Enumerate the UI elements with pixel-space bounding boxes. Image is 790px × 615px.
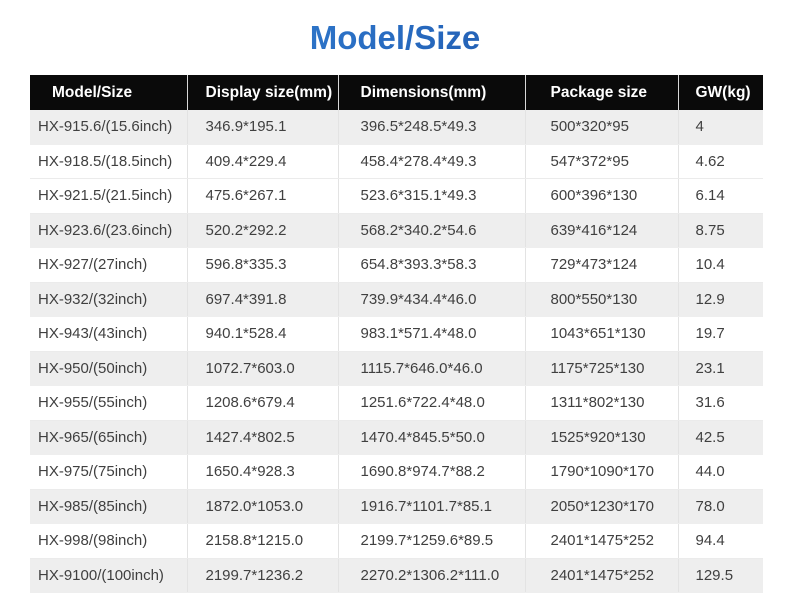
cell-display-size: 409.4*229.4 (186, 144, 338, 179)
cell-display-size: 2158.8*1215.0 (186, 523, 338, 559)
cell-model: HX-943/(43inch) (30, 316, 187, 352)
table-row: HX-998/(98inch) 2158.8*1215.0 2199.7*1259.… (30, 523, 763, 559)
cell-model: HX-955/(55inch) (30, 385, 187, 421)
cell-model: HX-918.5/(18.5inch) (30, 144, 187, 179)
cell-gw: 23.1 (677, 351, 763, 386)
cell-package-size: 800*550*130 (524, 282, 678, 317)
cell-model: HX-965/(65inch) (30, 420, 187, 455)
cell-dimensions: 1115.7*646.0*46.0 (337, 351, 525, 386)
page-title: Model/Size (0, 14, 790, 62)
cell-model: HX-9100/(100inch) (30, 558, 187, 593)
table-row: HX-932/(32inch) 697.4*391.8 739.9*434.4*46… (30, 282, 763, 317)
table-row: HX-950/(50inch) 1072.7*603.0 1115.7*646.0*… (30, 351, 763, 386)
cell-model: HX-950/(50inch) (30, 351, 187, 386)
cell-display-size: 1208.6*679.4 (186, 385, 338, 421)
table-row: HX-943/(43inch) 940.1*528.4 983.1*571.4*48… (30, 316, 763, 352)
column-header-display-size: Display size(mm) (186, 75, 338, 110)
table-row: HX-985/(85inch) 1872.0*1053.0 1916.7*1101.… (30, 489, 763, 524)
cell-model: HX-998/(98inch) (30, 523, 187, 559)
cell-gw: 94.4 (677, 523, 763, 559)
spec-table: Model/Size Display size(mm) Dimensions(m… (30, 75, 763, 593)
cell-dimensions: 739.9*434.4*46.0 (337, 282, 525, 317)
table-row: HX-921.5/(21.5inch) 475.6*267.1 523.6*315.… (30, 178, 763, 214)
cell-display-size: 2199.7*1236.2 (186, 558, 338, 593)
table-row: HX-955/(55inch) 1208.6*679.4 1251.6*722.4*… (30, 385, 763, 421)
cell-package-size: 1790*1090*170 (524, 454, 678, 490)
cell-model: HX-985/(85inch) (30, 489, 187, 524)
cell-display-size: 1650.4*928.3 (186, 454, 338, 490)
cell-gw: 42.5 (677, 420, 763, 455)
table-body: HX-915.6/(15.6inch) 346.9*195.1 396.5*248.… (30, 110, 763, 593)
cell-gw: 8.75 (677, 213, 763, 248)
cell-display-size: 1427.4*802.5 (186, 420, 338, 455)
cell-gw: 31.6 (677, 385, 763, 421)
cell-dimensions: 1916.7*1101.7*85.1 (337, 489, 525, 524)
cell-gw: 44.0 (677, 454, 763, 490)
cell-dimensions: 983.1*571.4*48.0 (337, 316, 525, 352)
table-row: HX-918.5/(18.5inch) 409.4*229.4 458.4*278.… (30, 144, 763, 179)
cell-display-size: 940.1*528.4 (186, 316, 338, 352)
cell-display-size: 475.6*267.1 (186, 178, 338, 214)
cell-package-size: 2401*1475*252 (524, 523, 678, 559)
cell-display-size: 346.9*195.1 (186, 110, 338, 145)
cell-display-size: 520.2*292.2 (186, 213, 338, 248)
cell-display-size: 1872.0*1053.0 (186, 489, 338, 524)
cell-dimensions: 654.8*393.3*58.3 (337, 247, 525, 283)
cell-model: HX-975/(75inch) (30, 454, 187, 490)
cell-dimensions: 458.4*278.4*49.3 (337, 144, 525, 179)
cell-display-size: 596.8*335.3 (186, 247, 338, 283)
column-header-package-size: Package size (524, 75, 678, 110)
cell-package-size: 600*396*130 (524, 178, 678, 214)
column-header-gw: GW(kg) (677, 75, 763, 110)
cell-dimensions: 1251.6*722.4*48.0 (337, 385, 525, 421)
cell-dimensions: 2270.2*1306.2*111.0 (337, 558, 525, 593)
cell-package-size: 2401*1475*252 (524, 558, 678, 593)
table-header: Model/Size Display size(mm) Dimensions(m… (30, 75, 763, 110)
table-row: HX-915.6/(15.6inch) 346.9*195.1 396.5*248.… (30, 110, 763, 145)
cell-dimensions: 1690.8*974.7*88.2 (337, 454, 525, 490)
cell-package-size: 1043*651*130 (524, 316, 678, 352)
cell-model: HX-923.6/(23.6inch) (30, 213, 187, 248)
column-header-model: Model/Size (30, 75, 187, 110)
cell-gw: 12.9 (677, 282, 763, 317)
cell-model: HX-915.6/(15.6inch) (30, 110, 187, 145)
cell-package-size: 2050*1230*170 (524, 489, 678, 524)
table-row: HX-965/(65inch) 1427.4*802.5 1470.4*845.5*… (30, 420, 763, 455)
cell-gw: 10.4 (677, 247, 763, 283)
cell-dimensions: 568.2*340.2*54.6 (337, 213, 525, 248)
cell-package-size: 1525*920*130 (524, 420, 678, 455)
cell-gw: 129.5 (677, 558, 763, 593)
cell-model: HX-932/(32inch) (30, 282, 187, 317)
cell-package-size: 729*473*124 (524, 247, 678, 283)
cell-gw: 4 (677, 110, 763, 145)
cell-model: HX-927/(27inch) (30, 247, 187, 283)
cell-package-size: 500*320*95 (524, 110, 678, 145)
cell-package-size: 547*372*95 (524, 144, 678, 179)
header-row: Model/Size Display size(mm) Dimensions(m… (30, 75, 763, 110)
cell-dimensions: 1470.4*845.5*50.0 (337, 420, 525, 455)
cell-package-size: 1175*725*130 (524, 351, 678, 386)
table-row: HX-9100/(100inch) 2199.7*1236.2 2270.2*130… (30, 558, 763, 593)
cell-dimensions: 2199.7*1259.6*89.5 (337, 523, 525, 559)
table-row: HX-923.6/(23.6inch) 520.2*292.2 568.2*340.… (30, 213, 763, 248)
cell-gw: 19.7 (677, 316, 763, 352)
cell-package-size: 639*416*124 (524, 213, 678, 248)
column-header-dimensions: Dimensions(mm) (337, 75, 525, 110)
cell-display-size: 1072.7*603.0 (186, 351, 338, 386)
cell-display-size: 697.4*391.8 (186, 282, 338, 317)
cell-dimensions: 523.6*315.1*49.3 (337, 178, 525, 214)
cell-gw: 78.0 (677, 489, 763, 524)
cell-package-size: 1311*802*130 (524, 385, 678, 421)
cell-gw: 4.62 (677, 144, 763, 179)
cell-model: HX-921.5/(21.5inch) (30, 178, 187, 214)
cell-dimensions: 396.5*248.5*49.3 (337, 110, 525, 145)
table-row: HX-975/(75inch) 1650.4*928.3 1690.8*974.7*… (30, 454, 763, 490)
cell-gw: 6.14 (677, 178, 763, 214)
table-row: HX-927/(27inch) 596.8*335.3 654.8*393.3*58… (30, 247, 763, 283)
